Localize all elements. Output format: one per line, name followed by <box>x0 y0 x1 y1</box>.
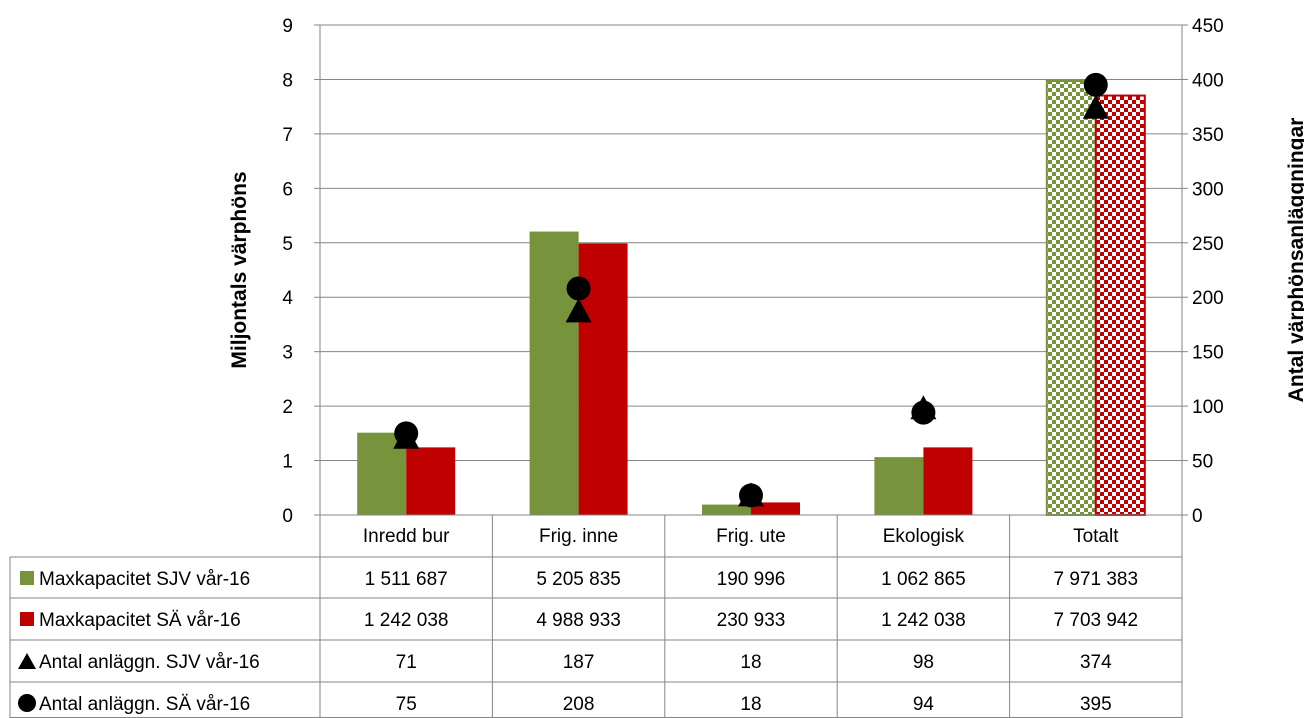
axes: 0 1 2 3 4 5 6 7 8 9 0 50 100 150 200 250 300 350 400 450 <box>282 16 1223 527</box>
circle-marker <box>566 276 591 301</box>
gridlines <box>320 24 1182 462</box>
bar <box>702 504 751 515</box>
series-label: Maxkapacitet SÄ vår-16 <box>39 610 241 631</box>
series-label: Antal anläggn. SÄ vår-16 <box>39 694 250 715</box>
data-cell: 4 988 933 <box>536 610 621 631</box>
series-label: Antal anläggn. SJV vår-16 <box>39 652 260 673</box>
y2-tick-label: 400 <box>1192 70 1224 91</box>
legend-key-square <box>20 571 34 585</box>
data-cell: 18 <box>740 694 761 715</box>
data-cell: 1 242 038 <box>364 610 449 631</box>
data-cell: 98 <box>913 652 934 673</box>
y2-tick-label: 150 <box>1192 343 1224 364</box>
data-cell: 18 <box>740 652 761 673</box>
category-label: Frig. inne <box>539 526 618 547</box>
bar <box>1045 80 1097 517</box>
y-tick-label: 9 <box>282 16 293 37</box>
data-cell: 374 <box>1080 652 1112 673</box>
legend-key-triangle <box>18 653 36 669</box>
data-cell: 395 <box>1080 694 1112 715</box>
y-tick-label: 0 <box>282 506 293 527</box>
circle-marker <box>1083 72 1108 97</box>
data-cell: 190 996 <box>717 569 786 590</box>
y2-tick-label: 200 <box>1192 288 1224 309</box>
data-cell: 7 703 942 <box>1054 610 1139 631</box>
bar <box>406 447 456 515</box>
y-tick-label: 2 <box>282 397 293 418</box>
y-axis-title: Miljontals värphöns <box>228 171 251 368</box>
data-cell: 5 205 835 <box>536 569 621 590</box>
circle-marker <box>911 400 936 425</box>
y-tick-label: 8 <box>282 70 293 91</box>
category-label: Ekologisk <box>883 526 965 547</box>
triangle-marker <box>1082 94 1109 119</box>
y2-tick-label: 450 <box>1192 16 1224 37</box>
bar <box>529 231 579 515</box>
data-cell: 1 062 865 <box>881 569 966 590</box>
category-label: Frig. ute <box>716 526 786 547</box>
bar <box>923 447 973 515</box>
y2-tick-label: 0 <box>1192 506 1203 527</box>
circle-marker <box>739 483 763 508</box>
data-cell: 1 511 687 <box>365 569 448 590</box>
data-cell: 7 971 383 <box>1054 569 1139 590</box>
y2-tick-label: 350 <box>1192 125 1224 146</box>
bar <box>1094 94 1146 516</box>
y2-axis-title: Antal värphönsanläggningar <box>1285 118 1304 403</box>
y2-tick-label: 250 <box>1192 234 1224 255</box>
data-cell: 230 933 <box>717 610 786 631</box>
bar <box>874 457 924 515</box>
y2-tick-label: 100 <box>1192 397 1224 418</box>
y2-tick-label: 300 <box>1192 179 1224 200</box>
y-tick-label: 3 <box>282 343 293 364</box>
y-tick-label: 4 <box>282 288 293 309</box>
data-cell: 71 <box>396 652 417 673</box>
data-cell: 94 <box>913 694 935 715</box>
y2-tick-label: 50 <box>1192 452 1213 473</box>
category-label: Totalt <box>1073 526 1119 547</box>
y-tick-label: 5 <box>282 234 293 255</box>
legend-key-circle <box>18 694 36 712</box>
category-label: Inredd bur <box>363 526 450 547</box>
data-table: Inredd bur Frig. inne Frig. ute Ekologisk To… <box>9 515 1183 718</box>
markers <box>393 72 1109 508</box>
data-cell: 75 <box>396 694 417 715</box>
bars <box>357 80 1146 517</box>
legend-key-square <box>20 612 34 626</box>
y-tick-label: 7 <box>282 125 293 146</box>
data-cell: 187 <box>563 652 595 673</box>
y-tick-label: 6 <box>282 179 293 200</box>
triangle-marker <box>565 298 592 323</box>
series-label: Maxkapacitet SJV vår-16 <box>39 569 250 590</box>
y-tick-label: 1 <box>282 452 293 473</box>
data-cell: 208 <box>563 694 595 715</box>
circle-marker <box>394 421 419 446</box>
data-cell: 1 242 038 <box>881 610 966 631</box>
